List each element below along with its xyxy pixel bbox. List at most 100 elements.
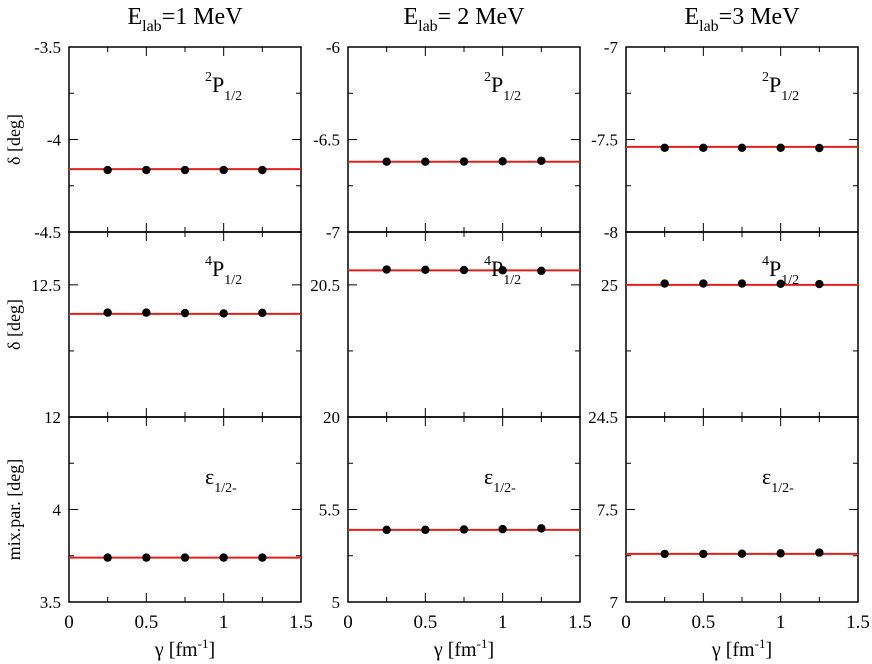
panel-4p12: 25 24.5 4P1/2 [588,231,859,427]
panel-4p12: 20.5 20 4P1/2 [310,231,581,427]
x-tick-label: 0 [64,612,74,633]
title-base: E [684,4,699,30]
data-point [660,143,669,153]
panel-label: 4P1/2 [205,254,242,288]
data-point [459,265,469,275]
data-point [142,308,151,317]
data-point [258,308,267,318]
y-axis-label: δ [deg] [4,299,24,350]
panel-eps: 5.5 5 ε1/2- [319,416,581,612]
panel-label: 4P1/2 [484,254,521,288]
label-base: P [491,72,503,97]
panel-2p12: -3.5 -4 -4.5 2P1/2 δ [deg] [4,38,302,242]
column-title: Elab=3 MeV [684,4,800,35]
data-point [537,266,546,276]
xlabel-unit: [fm [443,639,477,661]
x-tick-label: 1.5 [289,612,313,633]
data-point [103,308,112,317]
data-point [699,549,708,559]
data-point [815,279,824,289]
data-point [737,143,747,153]
data-point [258,553,267,562]
data-point [382,265,391,274]
xlabel-close: ] [765,639,772,661]
x-tick-label: 0.5 [134,612,158,633]
label-sup: 4 [762,254,769,269]
data-point [537,156,546,165]
y-axis-label: mix.par. [deg] [4,459,24,560]
data-point [737,549,747,558]
x-tick-label: 0 [343,612,353,633]
label-base: P [769,256,781,281]
data-point [498,266,507,275]
label-sub: 1/2 [224,89,242,104]
title-base: E [403,4,418,30]
data-point [180,308,190,318]
panel-frame [68,231,302,418]
panel-frame [625,231,859,418]
label-sub: 1/2 [224,273,242,288]
data-point [219,309,228,318]
x-axis-label: γ [fm-1] [433,636,494,661]
panel-frame [625,46,859,233]
panel-2p12: -6 -6.5 -7 2P1/2 [313,38,581,242]
y-tick-label: -4.5 [34,223,61,242]
label-sub: 1/2 [781,273,799,288]
y-axis-label: δ [deg] [4,114,24,165]
data-point [103,165,112,175]
xlabel-close: ] [208,639,215,661]
y-tick-label: -3.5 [34,38,61,57]
x-axis-label: γ [fm-1] [711,636,772,661]
panel-4p12: 12.5 12 4P1/2 δ [deg] [4,231,302,427]
panel-eps: 7.5 7 ε1/2- [597,416,859,612]
data-point [537,524,546,533]
data-point [776,143,785,153]
x-tick-label: 1 [776,612,786,633]
xlabel-greek: γ [433,639,443,661]
title-rest: =1 MeV [162,4,244,30]
y-tick-label: 12.5 [31,276,61,295]
label-sub: 1/2 [781,89,799,104]
label-base: ε [484,464,493,489]
panel-frame [347,231,581,418]
y-tick-label: -6 [326,38,340,57]
panel-frame [347,416,581,603]
x-tick-label: 0.5 [691,612,715,633]
y-tick-label: 12 [44,408,61,427]
column-title: Elab= 2 MeV [403,4,525,35]
data-point [421,157,430,166]
data-point [498,524,507,534]
y-tick-label: 5 [332,593,341,612]
data-point [699,143,708,153]
label-sub: 1/2- [771,481,794,496]
data-point [699,279,708,288]
y-tick-label: 24.5 [588,408,618,427]
data-point [382,157,391,166]
x-tick-label: 0.5 [413,612,437,633]
title-rest: = 2 MeV [438,4,526,30]
panel-label: ε1/2- [205,464,237,496]
data-point [660,549,669,559]
xlabel-unit: [fm [164,639,198,661]
y-tick-label: 7.5 [597,501,618,520]
data-point [180,165,190,175]
panel-label: 4P1/2 [762,254,799,288]
data-point [180,553,190,562]
xlabel-sup: -1 [477,636,488,651]
data-point [421,265,430,274]
data-point [815,548,824,557]
label-sub: 1/2 [503,273,521,288]
data-point [815,143,824,153]
y-tick-label: 20 [323,408,340,427]
y-tick-label: -7 [326,223,341,242]
y-tick-label: -6.5 [313,131,340,150]
x-tick-label: 1.5 [568,612,592,633]
xlabel-greek: γ [154,639,164,661]
label-base: P [491,256,503,281]
panel-label: 2P1/2 [484,70,521,104]
y-tick-label: 5.5 [319,501,340,520]
label-sub: 1/2- [214,481,237,496]
title-rest: =3 MeV [719,4,801,30]
panel-frame [68,46,302,233]
data-point [219,165,228,175]
